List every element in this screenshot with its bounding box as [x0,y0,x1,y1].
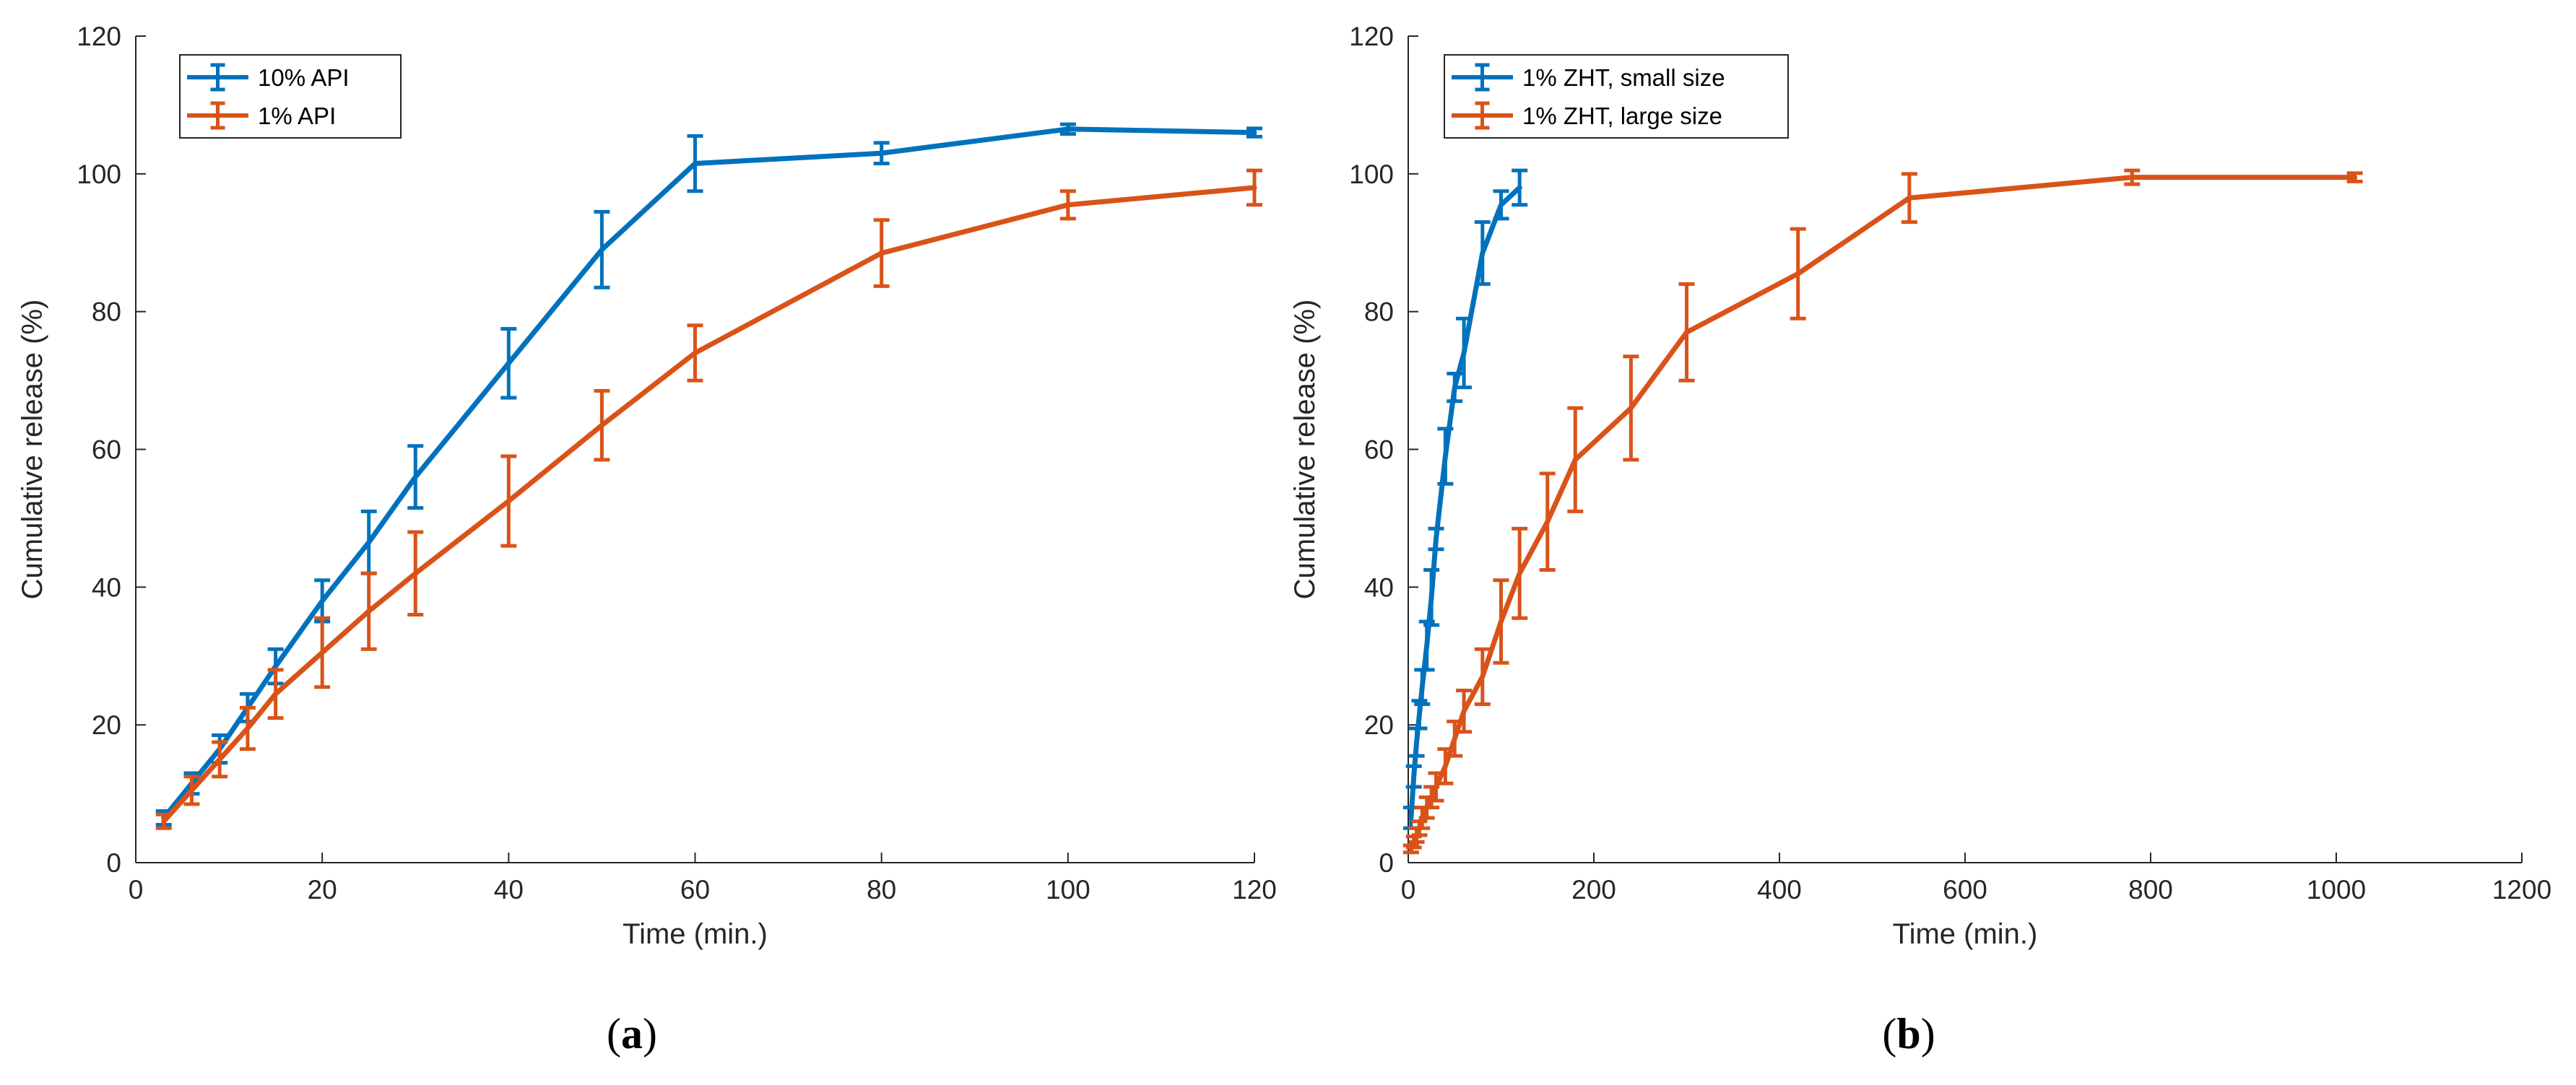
x-axis-title: Time (min.) [1893,918,2038,950]
error-bar [1493,580,1509,663]
error-bar [314,618,330,687]
panel-label-paren-close: ) [643,1010,657,1058]
series-line [164,188,1254,822]
series-line [164,129,1254,818]
y-tick-label: 40 [92,572,121,602]
error-bar [407,532,423,615]
x-tick-label: 1000 [2307,875,2366,905]
legend-label: 10% API [258,64,350,91]
error-bar [361,511,377,573]
x-tick-label: 120 [1232,875,1277,905]
error-bar [314,580,330,622]
panel-label-letter: b [1896,1010,1920,1058]
y-tick-label: 100 [1349,160,1394,189]
panel-b: 0 200 400 600 800 1000 1200 0 20 40 60 80 100 120 Time… [1289,22,2551,950]
series-1 [156,124,1262,824]
x-axis-title: Time (min.) [623,918,768,950]
error-bar [1623,357,1639,460]
error-bar [1567,408,1583,511]
y-tick-label: 100 [77,160,121,189]
x-tick-label: 80 [867,875,896,905]
x-tick-label: 0 [129,875,144,905]
legend-label: 1% ZHT, small size [1522,64,1725,91]
error-bar [1423,570,1439,624]
error-bar [1540,474,1556,570]
x-tick-label: 100 [1046,875,1090,905]
x-tick-label: 400 [1757,875,1802,905]
legend-label: 1% ZHT, large size [1522,103,1722,129]
x-tick-label: 1200 [2492,875,2551,905]
y-tick-label: 20 [1364,710,1394,740]
series-2 [156,170,1262,828]
x-tick-label: 20 [308,875,337,905]
error-bar [1403,808,1419,829]
panel-label-a: (a) [607,1010,657,1058]
y-axis-title: Cumulative release (%) [17,300,48,600]
error-bar [1790,229,1806,318]
error-bar [1512,528,1527,618]
y-axis-title: Cumulative release (%) [1289,300,1321,600]
x-tick-label: 800 [2128,875,2173,905]
x-tick-label: 200 [1571,875,1616,905]
panel-label-letter: a [621,1010,643,1058]
error-bar [1679,284,1695,381]
y-tick-label: 80 [1364,297,1394,327]
panel-label-paren-open: ( [607,1010,621,1058]
x-tick-label: 0 [1401,875,1416,905]
panel-a: 0 20 40 60 80 100 120 0 20 40 60 80 100 120 Time (min.… [17,22,1277,950]
y-tick-label: 0 [1379,848,1394,878]
y-tick-label: 80 [92,297,121,327]
x-tick-label: 40 [494,875,524,905]
error-bar [1437,429,1453,484]
series-2 [1403,170,2363,853]
error-bar [1428,528,1444,549]
error-bar [688,326,703,380]
y-tick-label: 40 [1364,572,1394,602]
error-bar [1409,728,1425,756]
error-bar [1419,622,1435,670]
error-bar [500,329,516,398]
legend-label: 1% API [258,103,336,129]
y-tick-label: 20 [92,710,121,740]
panel-label-paren-close: ) [1921,1010,1935,1058]
x-tick-label: 600 [1943,875,1987,905]
panel-label-b: (b) [1882,1010,1935,1058]
y-tick-label: 60 [92,435,121,465]
error-bar [407,446,423,508]
y-tick-label: 60 [1364,435,1394,465]
legend: 1% ZHT, small size 1% ZHT, large size [1444,55,1788,138]
panel-label-paren-open: ( [1882,1010,1896,1058]
error-bar [594,391,610,459]
error-bar [1512,170,1527,205]
error-bar [361,573,377,649]
y-tick-label: 120 [77,22,121,51]
error-bar [594,212,610,287]
y-tick-label: 120 [1349,22,1394,51]
x-tick-label: 60 [680,875,710,905]
error-bar [500,456,516,546]
legend: 10% API 1% API [180,55,401,138]
series-line [1411,178,2355,849]
y-tick-label: 0 [106,848,121,878]
